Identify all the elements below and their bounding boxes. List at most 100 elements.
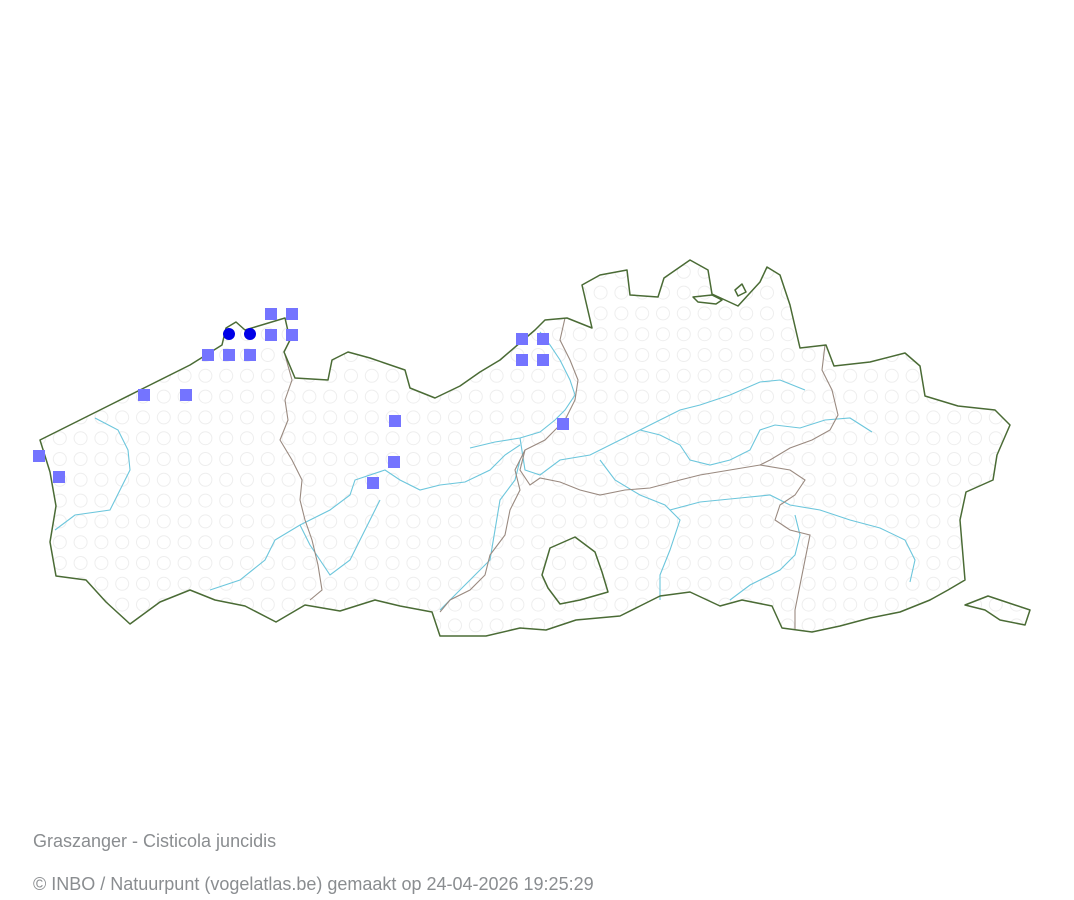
grid-cell-circle xyxy=(552,535,566,550)
grid-cell-circle xyxy=(635,368,650,383)
grid-cell-circle xyxy=(344,306,358,321)
grid-cell-circle xyxy=(968,556,982,570)
grid-cell-circle xyxy=(593,493,608,508)
grid-cell-circle xyxy=(801,493,816,508)
grid-cell-circle xyxy=(448,306,462,321)
grid-cell-circle xyxy=(760,556,774,570)
grid-cell-circle xyxy=(718,576,733,591)
grid-cell-circle xyxy=(385,576,400,591)
grid-cell-circle xyxy=(40,431,46,446)
grid-cell-circle xyxy=(364,431,379,446)
province-border-line xyxy=(759,344,839,466)
grid-cell-circle xyxy=(136,285,150,300)
grid-cell-circle xyxy=(240,472,254,487)
grid-cell-circle xyxy=(552,285,566,300)
grid-cell-circle xyxy=(40,535,46,550)
grid-cell-circle xyxy=(572,576,587,591)
observation-square-marker xyxy=(180,389,192,401)
grid-cell-circle xyxy=(177,556,192,570)
grid-cell-circle xyxy=(1052,536,1065,549)
grid-cell-circle xyxy=(572,264,587,279)
grid-cell-circle xyxy=(241,640,254,653)
grid-cell-circle xyxy=(739,431,754,446)
grid-cell-circle xyxy=(510,576,525,591)
grid-cell-circle xyxy=(593,285,608,300)
grid-cell-circle xyxy=(552,431,566,446)
grid-cell-circle xyxy=(156,348,171,362)
grid-cell-circle xyxy=(198,327,213,342)
grid-cell-circle xyxy=(427,264,442,279)
grid-cell-circle xyxy=(1052,453,1065,466)
grid-cell-circle xyxy=(614,327,629,342)
grid-cell-circle xyxy=(52,285,67,300)
grid-cell-circle xyxy=(615,640,628,653)
grid-cell-circle xyxy=(73,431,88,446)
grid-cell-circle xyxy=(552,389,566,404)
grid-cell-circle xyxy=(219,618,234,633)
grid-cell-circle xyxy=(198,535,213,550)
grid-cell-circle xyxy=(385,348,400,362)
grid-cell-circle xyxy=(801,514,816,529)
grid-cell-circle xyxy=(469,245,482,258)
grid-cell-circle xyxy=(406,493,421,508)
grid-cell-circle xyxy=(635,306,650,321)
grid-cell-circle xyxy=(1031,536,1044,549)
grid-cell-circle xyxy=(490,245,503,258)
grid-cell-circle xyxy=(94,410,109,425)
grid-cell-circle xyxy=(864,618,878,633)
grid-cell-circle xyxy=(385,618,400,633)
grid-cell-circle xyxy=(843,389,858,404)
grid-cell-circle xyxy=(843,618,858,633)
grid-cell-circle xyxy=(760,514,774,529)
grid-cell-circle xyxy=(177,410,192,425)
grid-cell-circle xyxy=(656,327,670,342)
grid-cell-circle xyxy=(406,348,421,362)
grid-cell-circle xyxy=(177,597,192,612)
grid-cell-circle xyxy=(157,245,170,258)
grid-cell-circle xyxy=(718,452,733,466)
grid-cell-circle xyxy=(656,556,670,570)
grid-cell-circle xyxy=(905,285,920,300)
grid-cell-circle xyxy=(697,348,712,362)
grid-cell-circle xyxy=(156,431,171,446)
grid-cell-circle xyxy=(468,597,483,612)
grid-cell-circle xyxy=(780,535,795,550)
grid-cell-circle xyxy=(969,245,982,258)
grid-cell-circle xyxy=(344,410,358,425)
grid-cell-circle xyxy=(448,514,462,529)
grid-cell-circle xyxy=(385,389,400,404)
grid-cell-circle xyxy=(864,368,878,383)
grid-cell-circle xyxy=(137,245,150,258)
grid-cell-circle xyxy=(345,640,358,653)
observation-circle-marker xyxy=(244,328,256,340)
grid-cell-circle xyxy=(676,431,691,446)
grid-cell-circle xyxy=(137,640,150,653)
grid-cell-circle xyxy=(635,285,650,300)
grid-cell-circle xyxy=(697,389,712,404)
grid-cell-circle xyxy=(344,368,358,383)
grid-cell-circle xyxy=(364,389,379,404)
grid-cell-circle xyxy=(177,472,192,487)
grid-cell-circle xyxy=(676,410,691,425)
grid-cell-circle xyxy=(988,493,1003,508)
grid-cell-circle xyxy=(406,368,421,383)
grid-cell-circle xyxy=(94,472,109,487)
grid-cell-circle xyxy=(864,327,878,342)
river-line xyxy=(599,459,681,600)
grid-cell-circle xyxy=(302,306,317,321)
grid-cell-circle xyxy=(510,514,525,529)
grid-cell-circle xyxy=(136,327,150,342)
grid-cell-circle xyxy=(1031,598,1044,611)
grid-cell-circle xyxy=(926,493,941,508)
grid-cell-circle xyxy=(198,368,213,383)
grid-cell-circle xyxy=(219,410,234,425)
grid-cell-circle xyxy=(614,535,629,550)
observation-square-marker xyxy=(138,389,150,401)
grid-cell-circle xyxy=(1031,473,1044,486)
grid-cell-circle xyxy=(780,327,795,342)
grid-cell-circle xyxy=(468,410,483,425)
grid-cell-circle xyxy=(801,597,816,612)
grid-cell-circle xyxy=(761,640,774,653)
grid-cell-circle xyxy=(510,556,525,570)
grid-cell-circle xyxy=(843,306,858,321)
